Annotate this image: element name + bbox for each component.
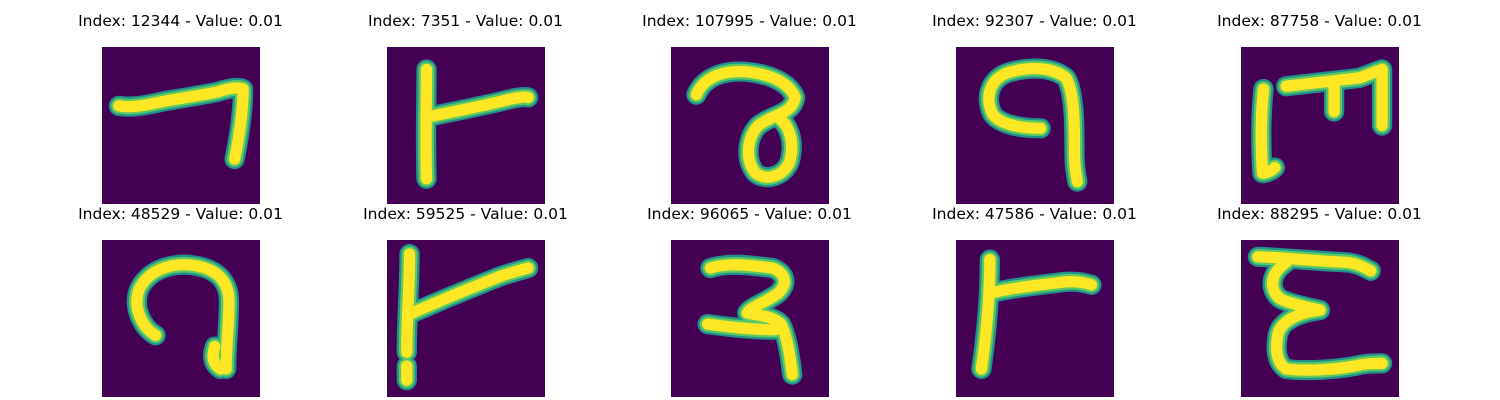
glyph-image xyxy=(387,240,545,397)
panel-title: Index: 87758 - Value: 0.01 xyxy=(1217,12,1422,30)
glyph-image xyxy=(671,47,829,204)
panel-10: Index: 88295 - Value: 0.01 xyxy=(1177,205,1462,397)
glyph-8 xyxy=(671,240,829,397)
panel-title: Index: 59525 - Value: 0.01 xyxy=(363,205,568,223)
glyph-6 xyxy=(102,240,260,397)
glyph-9 xyxy=(956,240,1114,397)
panel-6: Index: 48529 - Value: 0.01 xyxy=(38,205,323,397)
panel-title: Index: 48529 - Value: 0.01 xyxy=(78,205,283,223)
glyph-2 xyxy=(387,47,545,204)
panel-title: Index: 96065 - Value: 0.01 xyxy=(647,205,852,223)
panel-title: Index: 92307 - Value: 0.01 xyxy=(932,12,1137,30)
glyph-image xyxy=(102,47,260,204)
panel-title: Index: 47586 - Value: 0.01 xyxy=(932,205,1137,223)
glyph-5 xyxy=(1241,47,1399,204)
panel-title: Index: 7351 - Value: 0.01 xyxy=(368,12,563,30)
panel-1: Index: 12344 - Value: 0.01 xyxy=(38,12,323,204)
glyph-image xyxy=(102,240,260,397)
glyph-image xyxy=(956,240,1114,397)
panel-title: Index: 12344 - Value: 0.01 xyxy=(78,12,283,30)
glyph-image xyxy=(1241,47,1399,204)
glyph-image xyxy=(1241,240,1399,397)
glyph-image xyxy=(671,240,829,397)
panel-title: Index: 88295 - Value: 0.01 xyxy=(1217,205,1422,223)
panel-4: Index: 92307 - Value: 0.01 xyxy=(892,12,1177,204)
glyph-image xyxy=(387,47,545,204)
panel-7: Index: 59525 - Value: 0.01 xyxy=(323,205,608,397)
glyph-1 xyxy=(102,47,260,204)
panel-8: Index: 96065 - Value: 0.01 xyxy=(607,205,892,397)
panel-2: Index: 7351 - Value: 0.01 xyxy=(323,12,608,204)
glyph-4 xyxy=(956,47,1114,204)
glyph-3 xyxy=(671,47,829,204)
glyph-10 xyxy=(1241,240,1399,397)
panel-5: Index: 87758 - Value: 0.01 xyxy=(1177,12,1462,204)
panel-title: Index: 107995 - Value: 0.01 xyxy=(642,12,857,30)
panel-9: Index: 47586 - Value: 0.01 xyxy=(892,205,1177,397)
glyph-7 xyxy=(387,240,545,397)
glyph-image xyxy=(956,47,1114,204)
panel-3: Index: 107995 - Value: 0.01 xyxy=(607,12,892,204)
